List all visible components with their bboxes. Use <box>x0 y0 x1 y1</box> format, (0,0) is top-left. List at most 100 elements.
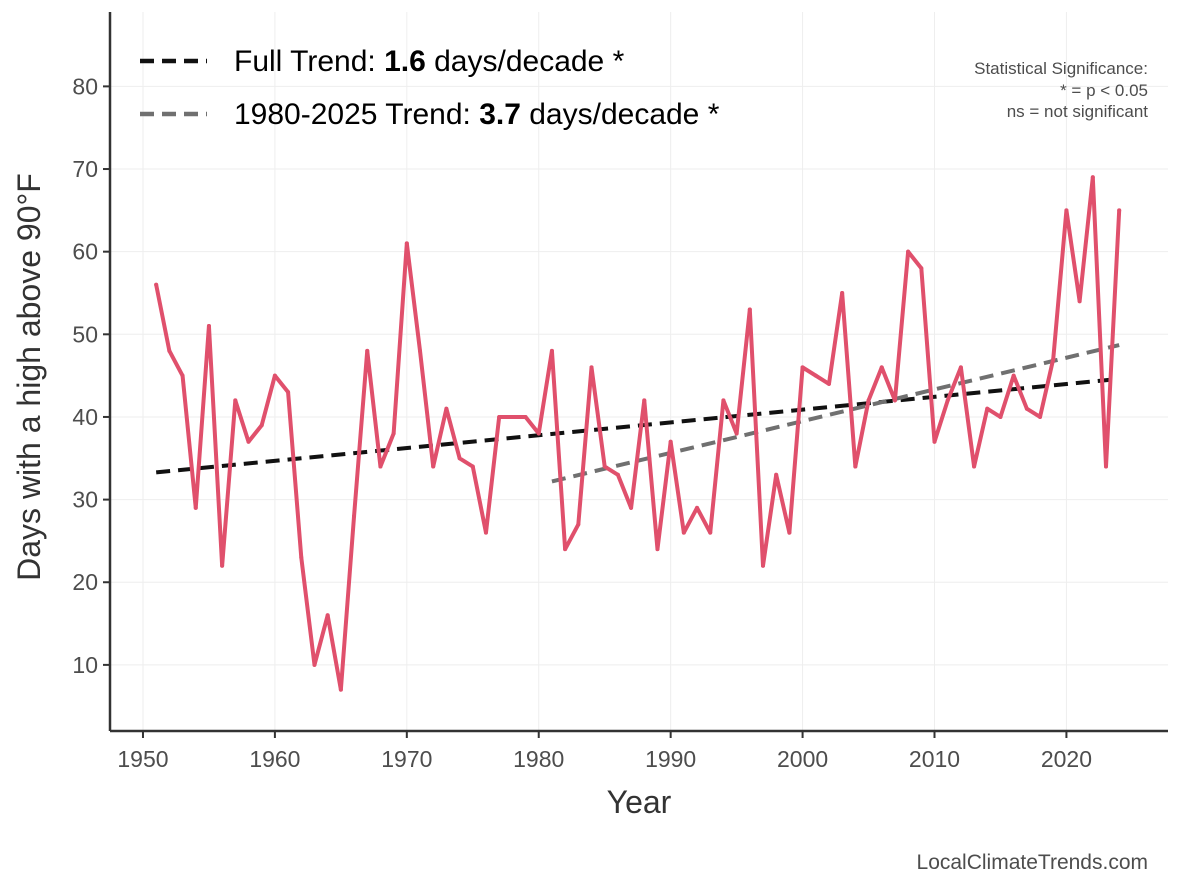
data-point-2013 <box>972 464 977 469</box>
data-point-1976 <box>483 530 488 535</box>
legend-prefix: 1980-2025 Trend: <box>234 98 479 131</box>
data-point-1957 <box>233 398 238 403</box>
x-tick-label-2010: 2010 <box>909 746 960 772</box>
data-point-1956 <box>220 563 225 568</box>
y-tick-label-70: 70 <box>72 156 98 182</box>
data-point-1994 <box>721 398 726 403</box>
data-point-1980 <box>536 431 541 436</box>
data-point-1953 <box>180 373 185 378</box>
data-point-1969 <box>391 431 396 436</box>
x-tick-label-1980: 1980 <box>513 746 564 772</box>
data-point-2010 <box>932 439 937 444</box>
axes <box>108 12 1168 733</box>
data-point-1970 <box>404 241 409 246</box>
data-point-2002 <box>826 381 831 386</box>
data-point-1960 <box>272 373 277 378</box>
data-point-1961 <box>286 390 291 395</box>
y-ticks: 10 20 30 40 50 60 70 80 <box>72 73 110 678</box>
data-point-1991 <box>681 530 686 535</box>
recent-trend-line <box>551 343 1120 484</box>
legend-item-recent-trend: 1980-2025 Trend: 3.7 days/decade * <box>140 98 720 131</box>
data-point-1972 <box>431 464 436 469</box>
data-point-1978 <box>510 414 515 419</box>
series-lines <box>154 175 1122 692</box>
significance-title: Statistical Significance: <box>974 59 1148 78</box>
data-point-1993 <box>708 530 713 535</box>
data-point-1965 <box>338 687 343 692</box>
significance-line-1: * = p < 0.05 <box>1060 81 1148 100</box>
x-tick-label-2020: 2020 <box>1041 746 1092 772</box>
data-point-1979 <box>523 414 528 419</box>
data-point-1997 <box>761 563 766 568</box>
x-tick-label-1990: 1990 <box>645 746 696 772</box>
data-point-2004 <box>853 464 858 469</box>
y-tick-label-40: 40 <box>72 404 98 430</box>
data-point-1992 <box>695 505 700 510</box>
data-point-1988 <box>642 398 647 403</box>
data-point-1995 <box>734 431 739 436</box>
significance-note: Statistical Significance: * = p < 0.05 n… <box>974 59 1148 121</box>
data-point-2011 <box>945 398 950 403</box>
data-point-2014 <box>985 406 990 411</box>
x-tick-label-1960: 1960 <box>249 746 300 772</box>
legend-label: 1980-2025 Trend: 3.7 days/decade * <box>234 98 720 131</box>
data-point-2012 <box>958 365 963 370</box>
y-tick-label-80: 80 <box>72 73 98 99</box>
data-point-1998 <box>774 472 779 477</box>
legend-prefix: Full Trend: <box>234 45 384 78</box>
legend-suffix: days/decade * <box>521 98 720 131</box>
legend-value: 3.7 <box>479 98 521 131</box>
data-point-2020 <box>1064 208 1069 213</box>
y-tick-label-50: 50 <box>72 321 98 347</box>
data-point-1987 <box>629 505 634 510</box>
data-point-2005 <box>866 398 871 403</box>
data-point-1951 <box>154 282 159 287</box>
data-point-1964 <box>325 613 330 618</box>
data-point-1966 <box>352 514 357 519</box>
data-point-1959 <box>259 423 264 428</box>
observed-series-line <box>154 175 1122 692</box>
data-point-2009 <box>919 266 924 271</box>
trend-lines <box>155 343 1120 484</box>
data-point-2001 <box>813 373 818 378</box>
data-point-2021 <box>1077 299 1082 304</box>
data-point-1984 <box>589 365 594 370</box>
legend-value: 1.6 <box>384 45 426 78</box>
data-point-1967 <box>365 348 370 353</box>
legend-item-full-trend: Full Trend: 1.6 days/decade * <box>140 45 625 78</box>
full-trend-line <box>155 376 1120 475</box>
data-point-1982 <box>563 547 568 552</box>
y-tick-label-30: 30 <box>72 487 98 513</box>
data-point-1963 <box>312 662 317 667</box>
data-point-1985 <box>602 464 607 469</box>
data-point-2019 <box>1051 357 1056 362</box>
x-axis-title: Year <box>607 784 672 820</box>
data-point-1973 <box>444 406 449 411</box>
data-point-1996 <box>747 307 752 312</box>
data-point-1962 <box>299 555 304 560</box>
data-point-1952 <box>167 348 172 353</box>
data-point-1981 <box>549 348 554 353</box>
data-point-1990 <box>668 439 673 444</box>
data-point-1968 <box>378 464 383 469</box>
data-point-1974 <box>457 456 462 461</box>
data-point-1999 <box>787 530 792 535</box>
y-tick-label-20: 20 <box>72 569 98 595</box>
x-ticks: 1950 1960 1970 1980 1990 2000 2010 2020 <box>117 731 1092 772</box>
data-point-2006 <box>879 365 884 370</box>
data-point-2000 <box>800 365 805 370</box>
x-tick-label-1970: 1970 <box>381 746 432 772</box>
data-point-2008 <box>906 249 911 254</box>
data-point-1986 <box>615 472 620 477</box>
data-point-1971 <box>418 348 423 353</box>
data-point-2022 <box>1090 175 1095 180</box>
x-tick-label-1950: 1950 <box>117 746 168 772</box>
data-point-1989 <box>655 547 660 552</box>
data-point-2003 <box>840 290 845 295</box>
data-point-2016 <box>1011 373 1016 378</box>
data-point-1955 <box>206 324 211 329</box>
observed-points <box>154 175 1122 692</box>
significance-line-2: ns = not significant <box>1007 102 1149 121</box>
data-point-2024 <box>1117 208 1122 213</box>
